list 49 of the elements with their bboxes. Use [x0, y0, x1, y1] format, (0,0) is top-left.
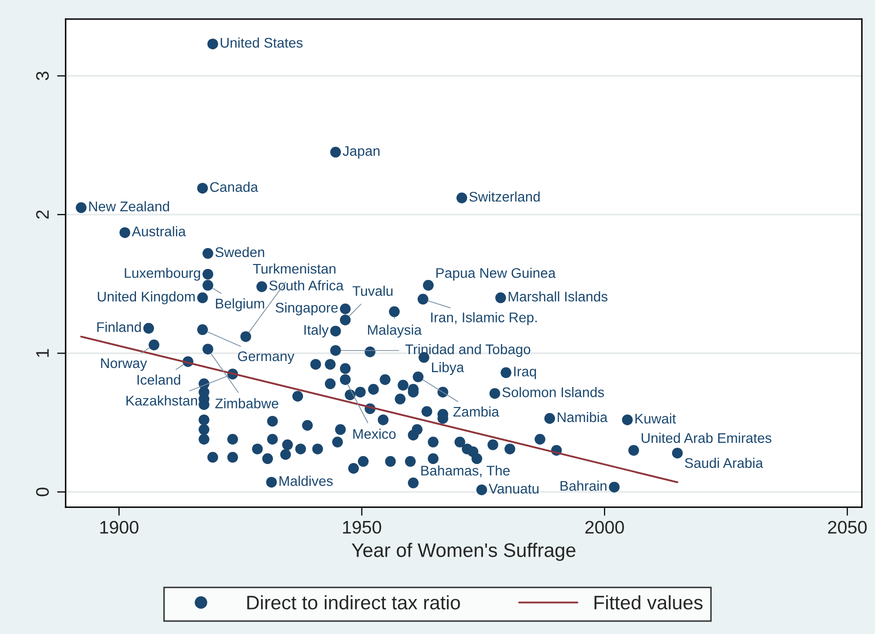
- annotation: Italy: [304, 324, 329, 338]
- annotation: Kuwait: [635, 413, 676, 424]
- annotation: Maldives: [280, 476, 333, 486]
- annotation: Finland: [97, 322, 141, 332]
- annotation: Germany: [238, 351, 294, 364]
- annotation: Singapore: [276, 302, 338, 316]
- annotation: Trinidad and Tobago: [405, 344, 530, 357]
- annotation: Mexico: [353, 428, 396, 439]
- annotation: Namibia: [558, 412, 608, 422]
- annotation: Canada: [210, 182, 258, 192]
- x-tick-label: 2000: [585, 520, 624, 534]
- annotation: United States: [220, 38, 303, 48]
- annotation: Zimbabwe: [215, 398, 278, 408]
- annotation: Marshall Islands: [508, 291, 608, 302]
- x-tick-label: 2050: [828, 520, 867, 534]
- annotation: Turkmenistan: [253, 263, 336, 274]
- x-axis-title: Year of Women's Suffrage: [352, 542, 576, 561]
- annotation: Solomon Islands: [502, 387, 604, 398]
- annotation: Zambia: [453, 406, 500, 417]
- annotation: Saudi Arabia: [684, 458, 764, 468]
- annotation: New Zealand: [89, 201, 170, 212]
- annotation: Japan: [342, 146, 380, 159]
- annotation: Malaysia: [368, 324, 422, 338]
- annotation: Iran, Islamic Rep.: [431, 312, 537, 326]
- y-tick-label: 1: [36, 349, 49, 357]
- annotation: Kazakhstan: [126, 395, 198, 406]
- x-tick-label: 1900: [100, 520, 138, 534]
- annotation: Luxembourg: [124, 268, 200, 281]
- y-tick-label: 0: [36, 488, 49, 496]
- annotation: Bahamas, The: [421, 465, 510, 478]
- annotation: United Arab Emirates: [642, 432, 772, 443]
- legend-label: Direct to indirect tax ratio: [247, 595, 460, 610]
- y-tick-label: 3: [36, 72, 49, 80]
- annotation: Vanuatu: [488, 484, 538, 494]
- annotation: Sweden: [215, 246, 264, 258]
- annotation: Tuvalu: [352, 286, 392, 296]
- annotation: Belgium: [216, 298, 264, 312]
- annotation: Iceland: [138, 374, 180, 385]
- annotation: Bahrain: [560, 480, 606, 491]
- annotation: Papua New Guinea: [436, 268, 556, 281]
- annotation: Norway: [101, 358, 148, 371]
- annotation: Switzerland: [469, 191, 540, 202]
- x-tick-label: 1950: [343, 520, 382, 534]
- annotation: United Kingdom: [98, 291, 195, 304]
- annotation: Australia: [132, 226, 186, 236]
- annotation: Iraq: [514, 366, 536, 380]
- annotation: Libya: [432, 362, 464, 375]
- y-tick-label: 2: [36, 210, 49, 219]
- legend-label: Fitted values: [594, 595, 702, 610]
